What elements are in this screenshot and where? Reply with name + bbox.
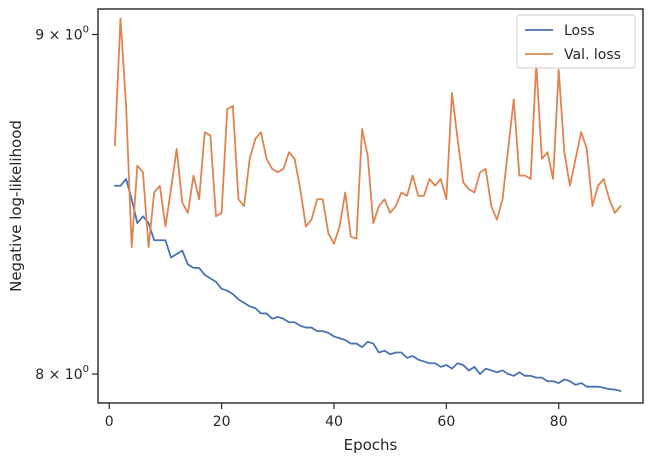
x-tick-label: 60 bbox=[437, 414, 455, 430]
x-tick-label: 40 bbox=[325, 414, 343, 430]
x-axis-label: Epochs bbox=[344, 436, 398, 454]
legend-label-val-loss: Val. loss bbox=[564, 47, 621, 63]
plot-frame bbox=[97, 8, 644, 404]
x-tick-label: 20 bbox=[213, 414, 231, 430]
x-tick-label: 0 bbox=[105, 414, 114, 430]
ticks-layer: 0 20 40 60 80 8 × 100 9 × 100 bbox=[35, 25, 567, 430]
series-line-loss bbox=[113, 178, 622, 392]
legend: Loss Val. loss bbox=[516, 14, 636, 69]
x-tick-label: 80 bbox=[550, 414, 568, 430]
y-tick-label: 9 × 100 bbox=[35, 25, 89, 44]
y-axis-label: Negative log-likelihood bbox=[7, 120, 25, 292]
y-tick-label: 8 × 100 bbox=[35, 364, 89, 383]
legend-label-loss: Loss bbox=[564, 23, 595, 39]
